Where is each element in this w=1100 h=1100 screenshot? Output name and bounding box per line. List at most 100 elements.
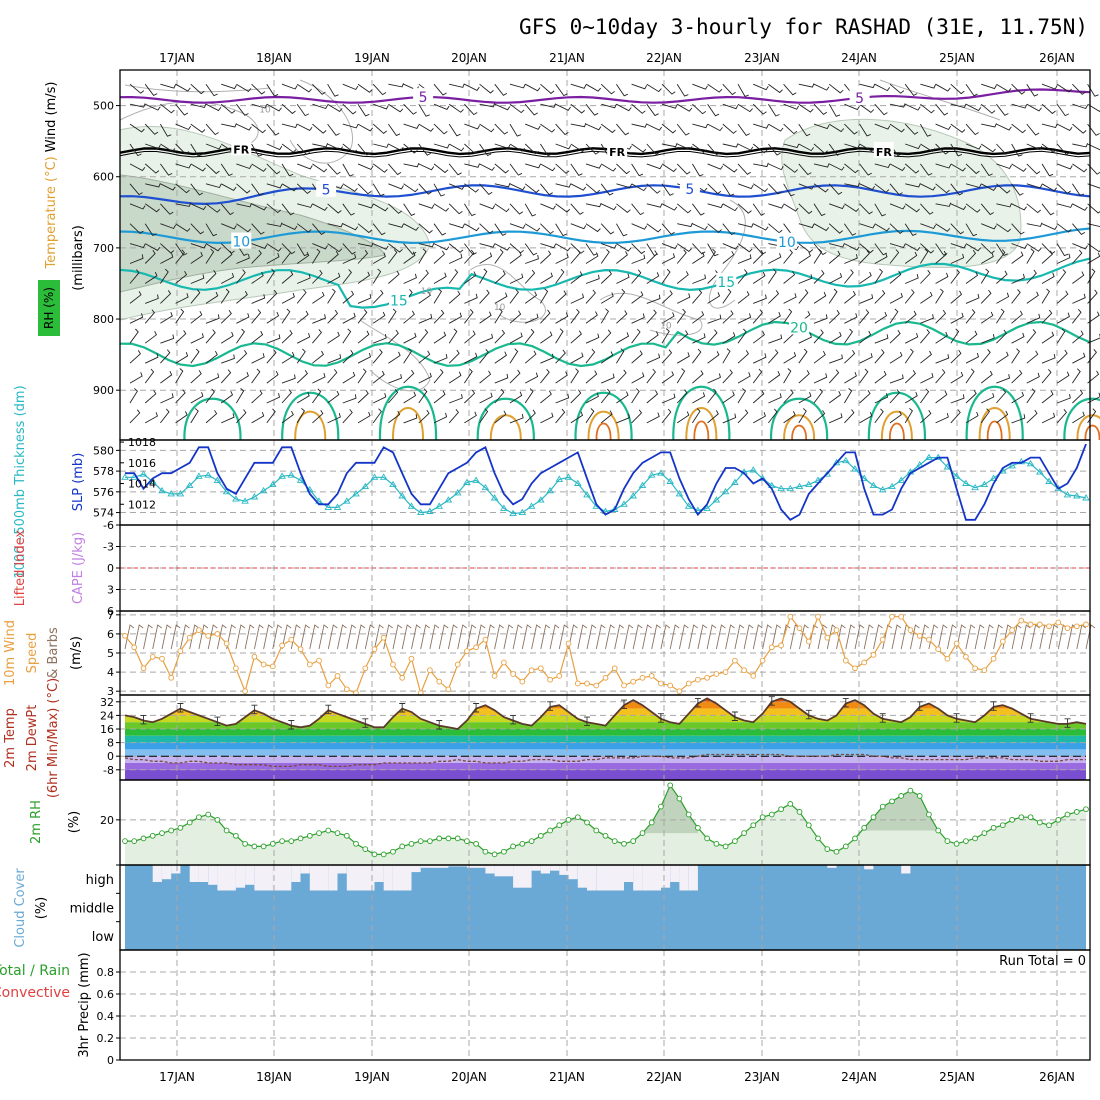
precip-tick-label: 0.6 [97, 988, 115, 1001]
wind-barb [646, 353, 661, 364]
wind-barb [737, 328, 747, 344]
wind-barb [1056, 290, 1069, 304]
wind-barb-10m [558, 624, 569, 650]
wind-barb [220, 183, 237, 191]
wind-barb [251, 271, 264, 284]
wind-barb [752, 223, 769, 231]
rh2m-point [353, 840, 359, 847]
wind-barb [388, 308, 397, 324]
thickness-point [971, 483, 979, 491]
wind-barb [585, 392, 599, 404]
wind-barb [555, 123, 569, 136]
wind-barb [205, 203, 221, 213]
wind-barb [752, 390, 765, 404]
wind-barb [874, 223, 890, 232]
wind-speed-point [648, 673, 655, 679]
wind-barb-10m [411, 624, 421, 650]
thickness-point [352, 490, 360, 497]
wind-barb [220, 103, 236, 114]
wind-barb [372, 349, 383, 364]
wind-speed-point [149, 653, 156, 660]
wind-barb [965, 271, 979, 284]
cloud-high-gap [587, 865, 597, 891]
wind-barb [205, 123, 219, 136]
wind-barb [144, 243, 161, 251]
rh2m-point [556, 822, 563, 829]
wind-barb [357, 368, 367, 384]
wind-speed-point [325, 682, 332, 689]
wind-barb [965, 309, 976, 324]
wind-barb-10m [457, 624, 467, 650]
wind-barb [661, 408, 672, 424]
wind-barb [448, 371, 462, 384]
temp-contour-5 [119, 184, 1091, 206]
wind-speed-line [124, 615, 1087, 695]
wind-barb [448, 328, 458, 344]
rh-contour-label: 10 [259, 106, 271, 116]
wind-barb [676, 368, 686, 384]
rh2m-point [787, 801, 794, 807]
wind-barb [965, 243, 981, 252]
wind-barb [600, 388, 611, 404]
wind-barb [692, 103, 707, 115]
wind-barb [798, 103, 814, 113]
wind-barb [296, 348, 306, 364]
wind-barb [418, 103, 430, 117]
wind-barb [752, 103, 767, 115]
wind-barb [509, 391, 523, 404]
wind-barb [707, 270, 719, 284]
wind-barb [707, 410, 719, 424]
wind-barb [844, 163, 859, 174]
wind-barb [661, 83, 676, 95]
x-label-bottom: 22JAN [646, 1070, 682, 1084]
wind-barb [844, 243, 860, 251]
wind-barb-10m [494, 624, 504, 650]
temp-contour-10 [119, 227, 1091, 245]
wind-barb [1072, 293, 1086, 304]
wind-barb [722, 103, 739, 110]
wind-speed-point [944, 655, 951, 662]
temp-contour-loop [770, 397, 829, 441]
temp-minmax-axis-label: (6hr Min/Max) (°C) [46, 678, 61, 798]
wind-barb [464, 308, 474, 324]
rh2m-point [306, 832, 313, 839]
temp-contour-500 [119, 88, 1091, 104]
wind-barb [585, 163, 602, 169]
wind-barb [205, 291, 219, 304]
wind-barb [616, 243, 632, 252]
temp-minmax-bar [916, 701, 923, 711]
wind-barb [1026, 291, 1039, 304]
temp-tick-label: 24 [100, 709, 114, 722]
wind-barb [1087, 392, 1100, 404]
wind-barb [1072, 368, 1081, 384]
wind-barb [798, 370, 810, 384]
wind-barb [524, 183, 540, 194]
wind-barb [1087, 83, 1099, 97]
wind-barb [889, 103, 906, 108]
wind-barb-10m [605, 624, 615, 650]
wind-barb [509, 310, 522, 324]
wind-barb [1072, 411, 1085, 424]
wind-barb [585, 223, 601, 233]
wind-barb [844, 223, 857, 236]
wind-barb [266, 408, 276, 424]
temp-minmax-bar [288, 720, 295, 730]
wind-barb [1011, 183, 1024, 196]
wind-barb [1026, 313, 1041, 324]
wind-barb [144, 83, 158, 96]
wind-speed-point [778, 642, 784, 649]
wind-barb [418, 143, 432, 156]
wind-barb [904, 243, 921, 251]
wind-speed-point [242, 688, 248, 695]
wind-barb [266, 311, 280, 324]
wind-barb [494, 103, 511, 111]
wind-barb [175, 223, 191, 232]
wind-barb [585, 370, 598, 384]
rh2m-point [639, 830, 646, 836]
wind-barb [251, 143, 263, 157]
wind-barb [631, 328, 641, 344]
wind-barb [312, 269, 323, 284]
wind-barb [1072, 352, 1086, 364]
wind-barb [692, 333, 706, 344]
rh2m-point [1046, 822, 1052, 829]
